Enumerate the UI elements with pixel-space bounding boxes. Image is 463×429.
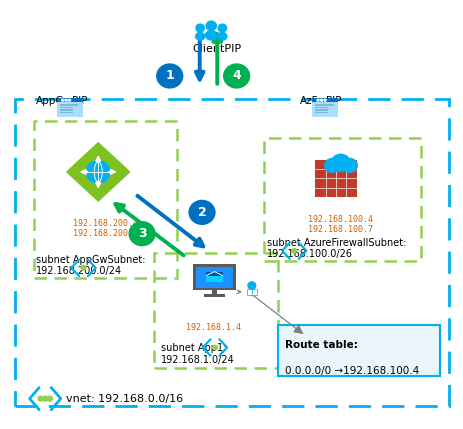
Bar xyxy=(315,107,328,108)
Bar xyxy=(203,294,225,297)
Bar xyxy=(34,121,176,278)
Ellipse shape xyxy=(248,288,255,296)
Ellipse shape xyxy=(217,33,226,40)
Text: 0.0.0.0/0 →192.168.100.4: 0.0.0.0/0 →192.168.100.4 xyxy=(284,366,419,376)
Circle shape xyxy=(43,396,48,401)
Circle shape xyxy=(212,345,217,350)
Bar xyxy=(153,253,277,368)
Circle shape xyxy=(195,24,204,32)
Circle shape xyxy=(316,99,319,101)
Ellipse shape xyxy=(205,30,217,40)
Bar xyxy=(315,109,328,111)
Bar xyxy=(56,98,82,117)
Circle shape xyxy=(320,99,322,101)
Circle shape xyxy=(47,396,52,401)
Bar xyxy=(315,160,356,197)
Ellipse shape xyxy=(195,33,204,40)
Bar xyxy=(60,107,73,108)
Bar xyxy=(312,98,338,102)
Circle shape xyxy=(86,161,110,183)
Bar xyxy=(264,138,420,261)
Bar xyxy=(15,100,448,406)
Circle shape xyxy=(247,282,255,289)
Bar xyxy=(315,112,328,113)
Bar xyxy=(60,104,78,106)
Bar xyxy=(206,272,222,275)
Bar xyxy=(56,98,82,102)
Text: 4: 4 xyxy=(232,69,240,82)
Circle shape xyxy=(65,99,67,101)
Circle shape xyxy=(342,158,357,172)
Circle shape xyxy=(324,158,339,172)
Text: AzFwPIP: AzFwPIP xyxy=(300,96,342,106)
Circle shape xyxy=(81,266,86,270)
Polygon shape xyxy=(67,143,130,201)
Bar xyxy=(206,272,222,282)
Bar xyxy=(246,289,257,295)
Text: Route table:: Route table: xyxy=(284,340,357,350)
Text: 2: 2 xyxy=(197,206,206,219)
Circle shape xyxy=(62,99,63,101)
Circle shape xyxy=(189,200,214,224)
Bar xyxy=(332,164,350,171)
Circle shape xyxy=(323,99,325,101)
Bar xyxy=(277,325,438,377)
Circle shape xyxy=(223,64,249,88)
Circle shape xyxy=(206,21,216,30)
Bar xyxy=(193,264,235,290)
Text: vnet: 192.168.0.0/16: vnet: 192.168.0.0/16 xyxy=(66,394,183,404)
Circle shape xyxy=(129,222,155,246)
Bar xyxy=(196,266,232,288)
Text: subnet AzureFirewallSubnet:
192.168.100.0/26: subnet AzureFirewallSubnet: 192.168.100.… xyxy=(266,238,405,259)
Bar xyxy=(212,290,217,295)
Circle shape xyxy=(38,396,43,401)
Text: 192.168.200.4
192.168.200.7: 192.168.200.4 192.168.200.7 xyxy=(73,219,138,238)
Bar xyxy=(312,98,338,117)
Circle shape xyxy=(156,64,182,88)
Text: 1: 1 xyxy=(165,69,174,82)
Circle shape xyxy=(69,99,70,101)
Text: subnet App1:
192.168.1.0/24: subnet App1: 192.168.1.0/24 xyxy=(160,343,234,365)
Text: ClientPIP: ClientPIP xyxy=(193,44,241,54)
Bar xyxy=(315,104,333,106)
Bar xyxy=(60,109,73,111)
Text: subnet AppGwSubnet:
192.168.200.0/24: subnet AppGwSubnet: 192.168.200.0/24 xyxy=(36,255,145,276)
Circle shape xyxy=(218,24,226,32)
Text: AppGwPIP: AppGwPIP xyxy=(36,96,88,106)
Text: 192.168.100.4
192.168.100.7: 192.168.100.4 192.168.100.7 xyxy=(307,214,372,234)
Text: 3: 3 xyxy=(138,227,146,240)
Circle shape xyxy=(331,154,350,172)
Text: 192.168.1.4: 192.168.1.4 xyxy=(186,323,241,332)
Bar xyxy=(60,112,73,113)
Circle shape xyxy=(291,248,296,253)
